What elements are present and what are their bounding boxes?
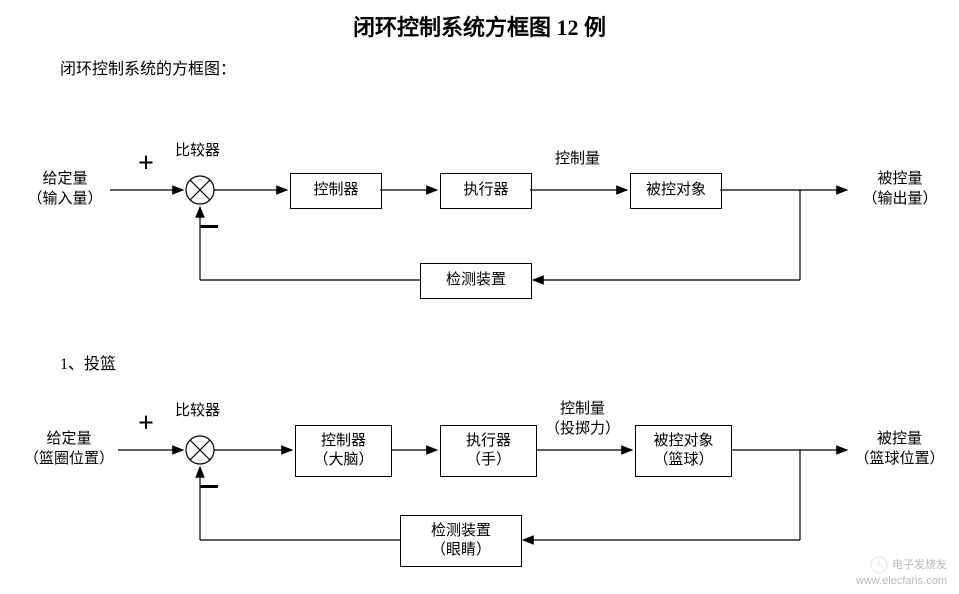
d2-comparator-label: 比较器 [175,402,220,422]
d2-plant-box: 被控对象 （篮球） [635,425,732,477]
diagram2-section: 1、投篮 [60,350,116,374]
d1-arrows [0,0,959,594]
watermark-line2: www.elecfans.com [856,575,947,587]
watermark-line1: 电子发烧友 [892,559,947,571]
d2-control-qty-label: 控制量 （投掷力） [545,400,620,439]
d2-output-label: 被控量 （篮球位置） [842,430,957,469]
d2-sensor-box: 检测装置 （眼睛） [400,515,522,567]
d2-controller-box: 控制器 （大脑） [295,425,392,477]
d2-actuator-box: 执行器 （手） [440,425,537,477]
watermark: 电子发烧友 www.elecfans.com [856,555,947,588]
d2-plus-icon: + [138,408,154,440]
d2-input-label: 给定量 （篮圈位置） [14,430,124,469]
d2-minus-icon [200,485,218,488]
